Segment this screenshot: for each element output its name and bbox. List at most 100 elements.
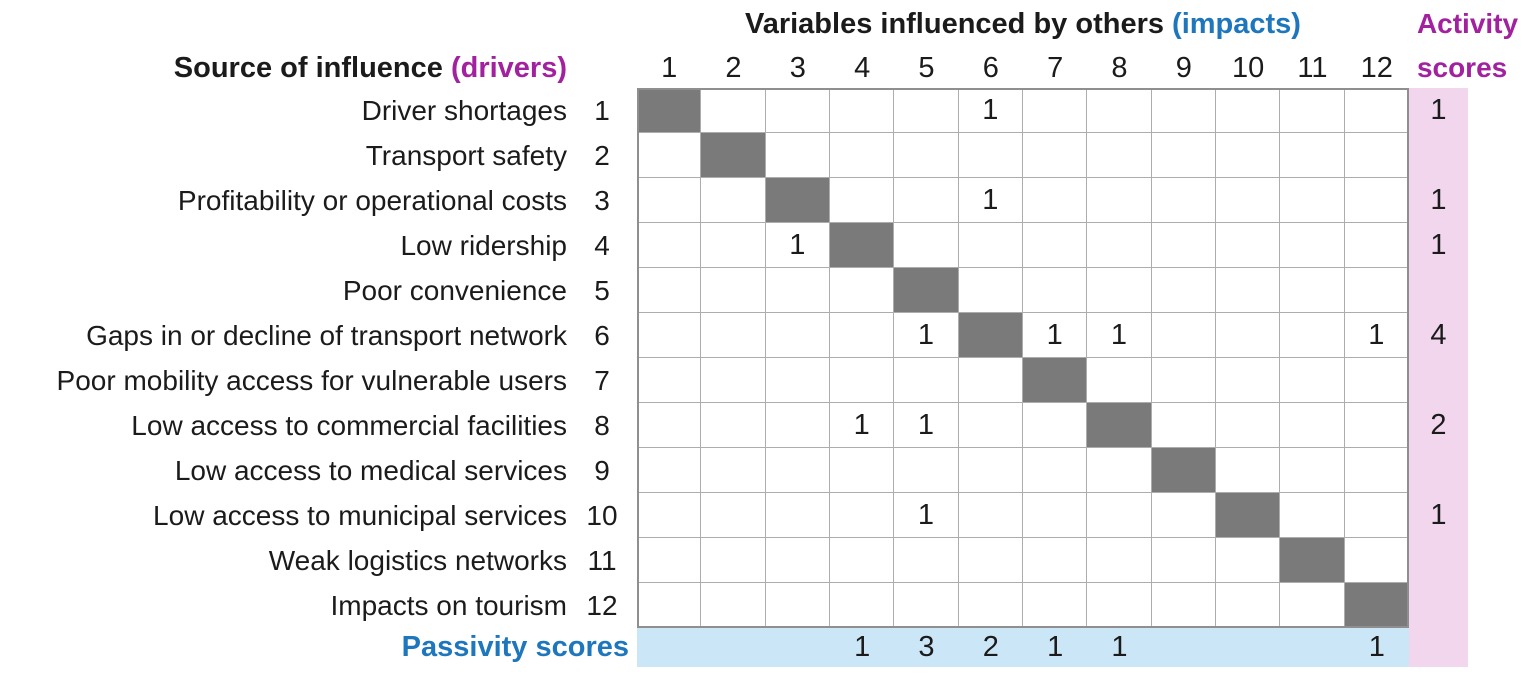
passivity-score-value: 1 [1111, 631, 1128, 663]
matrix-cell [1344, 133, 1409, 178]
matrix-cell [1151, 178, 1216, 223]
activity-scores-label-line2: scores [1416, 52, 1508, 83]
matrix-cell [1344, 448, 1409, 493]
matrix-cell [765, 583, 830, 628]
matrix-cell [701, 583, 766, 628]
matrix-cell [701, 493, 766, 538]
matrix-cell [637, 403, 702, 448]
matrix-cell [1022, 133, 1088, 178]
matrix-cell [701, 403, 766, 448]
matrix-cell [765, 538, 830, 583]
matrix-cell [765, 358, 830, 403]
matrix-cell [1151, 403, 1216, 448]
matrix-cell: 1 [1344, 313, 1409, 358]
passivity-score-value: 1 [854, 631, 871, 663]
activity-score-value: 1 [1430, 94, 1447, 126]
row-number: 12 [586, 589, 618, 621]
matrix-cell [829, 178, 895, 223]
matrix-cell [1022, 538, 1088, 583]
matrix-cell [1151, 358, 1216, 403]
matrix-cell [1022, 493, 1088, 538]
matrix-cell [1151, 223, 1216, 268]
row-header: Low ridership 4 [0, 223, 637, 268]
matrix-cell [701, 178, 766, 223]
matrix-cell [894, 223, 959, 268]
row-number: 3 [594, 184, 610, 216]
row-header: Low access to municipal services 10 [0, 493, 637, 538]
matrix-cell [1215, 358, 1281, 403]
matrix-cell [829, 268, 895, 313]
matrix-cell [637, 538, 702, 583]
matrix-cell [829, 358, 895, 403]
matrix-cell [829, 538, 895, 583]
matrix-cell [958, 493, 1023, 538]
passivity-row-label: Passivity scores [401, 631, 629, 663]
matrix-cell [1087, 493, 1152, 538]
matrix-cell [1022, 403, 1088, 448]
row-label: Low access to municipal services [153, 499, 567, 531]
matrix-cell [1280, 313, 1345, 358]
matrix-cell [701, 313, 766, 358]
row-axis-title-text: Source of influence [173, 51, 443, 84]
row-number: 4 [594, 229, 610, 261]
matrix-cell [637, 133, 702, 178]
matrix-cell [1215, 313, 1281, 358]
matrix-cell [1151, 268, 1216, 313]
row-label: Gaps in or decline of transport network [86, 319, 567, 351]
matrix-cell [1344, 538, 1409, 583]
matrix-cell [1087, 448, 1152, 493]
matrix-cell-diagonal [1280, 538, 1345, 583]
row-header: Weak logistics networks 11 [0, 538, 637, 583]
matrix-cell [894, 178, 959, 223]
matrix-cell [1280, 223, 1345, 268]
matrix-cell [1280, 178, 1345, 223]
matrix-cell [1344, 268, 1409, 313]
row-header: Low access to medical services 9 [0, 448, 637, 493]
row-header: Gaps in or decline of transport network 6 [0, 313, 637, 358]
row-label: Transport safety [365, 139, 567, 171]
matrix-cell [1215, 538, 1281, 583]
matrix-cell [1344, 88, 1409, 133]
matrix-cell [1344, 493, 1409, 538]
column-number: 7 [1047, 51, 1064, 84]
row-label: Weak logistics networks [268, 544, 567, 576]
matrix-cell-diagonal [958, 313, 1023, 358]
matrix-cell-diagonal [1344, 583, 1409, 628]
matrix-cell [829, 88, 895, 133]
matrix-cell-diagonal [1215, 493, 1281, 538]
matrix-cell: 1 [1022, 313, 1088, 358]
matrix-cell: 1 [829, 403, 895, 448]
row-header: Poor convenience 5 [0, 268, 637, 313]
matrix-cell [765, 88, 830, 133]
matrix-cell [701, 268, 766, 313]
matrix-cell [701, 223, 766, 268]
matrix-cell [1151, 538, 1216, 583]
matrix-cell: 1 [958, 178, 1023, 223]
matrix-cell [829, 133, 895, 178]
matrix-cell [894, 583, 959, 628]
passivity-score-value: 1 [1368, 631, 1385, 663]
row-label: Profitability or operational costs [177, 184, 567, 216]
row-label: Poor convenience [342, 274, 567, 306]
matrix-cell [637, 223, 702, 268]
matrix-cell [894, 448, 959, 493]
passivity-score-value: 1 [1047, 631, 1064, 663]
matrix-cell-diagonal [637, 88, 702, 133]
matrix-cell [1087, 583, 1152, 628]
activity-score-value: 1 [1430, 499, 1447, 531]
matrix-cell [958, 448, 1023, 493]
matrix-cell [1215, 583, 1281, 628]
row-number: 10 [586, 499, 618, 531]
matrix-cell [1151, 583, 1216, 628]
matrix-cell [637, 358, 702, 403]
matrix-cell: 1 [894, 403, 959, 448]
matrix-cell [958, 223, 1023, 268]
passivity-score-value: 2 [982, 631, 999, 663]
matrix-cell [1022, 223, 1088, 268]
matrix-cell: 1 [894, 313, 959, 358]
matrix-cell-diagonal [1151, 448, 1216, 493]
row-label: Poor mobility access for vulnerable user… [56, 364, 567, 396]
column-number: 9 [1175, 51, 1192, 84]
activity-score-value: 1 [1430, 229, 1447, 261]
